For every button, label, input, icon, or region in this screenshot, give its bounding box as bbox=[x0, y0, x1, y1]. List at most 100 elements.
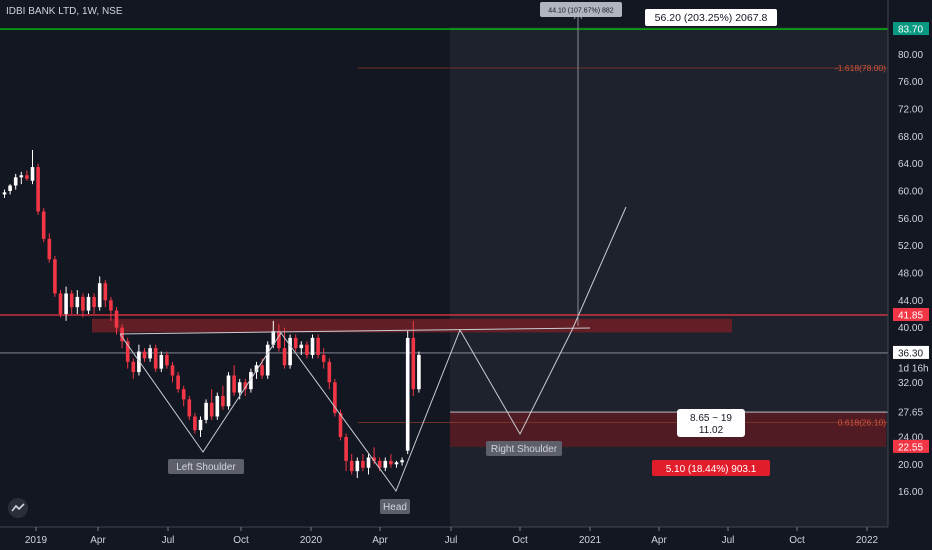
candle-body bbox=[344, 436, 348, 461]
candle bbox=[97, 276, 102, 311]
candle bbox=[47, 233, 52, 263]
candle-body bbox=[8, 185, 12, 191]
candle-body bbox=[293, 337, 298, 349]
candle-body bbox=[142, 351, 147, 359]
price-axis-bg bbox=[888, 0, 932, 550]
fib-level-label: -1.618(78.00) bbox=[835, 63, 886, 73]
measure-tooltip: 44.10 (107.67%) 882 bbox=[540, 2, 622, 17]
neckline bbox=[119, 327, 591, 335]
candle bbox=[8, 184, 12, 195]
candle bbox=[53, 255, 57, 297]
candle bbox=[13, 173, 18, 190]
candle bbox=[36, 163, 40, 215]
candle-body bbox=[333, 382, 337, 414]
candle-body bbox=[305, 344, 309, 355]
time-axis-bg bbox=[0, 527, 932, 550]
price-label: 27.65 bbox=[893, 405, 929, 419]
x-tick-label: Oct bbox=[789, 535, 805, 546]
tradingview-logo-icon bbox=[8, 498, 28, 518]
price-label-text: 27.65 bbox=[898, 408, 923, 419]
candle-body bbox=[64, 293, 68, 314]
candle bbox=[193, 413, 197, 434]
candle-body bbox=[349, 460, 354, 472]
candle bbox=[282, 327, 287, 369]
candle-body bbox=[209, 402, 214, 417]
candle bbox=[400, 457, 404, 466]
candle-body bbox=[355, 460, 360, 472]
candle bbox=[153, 344, 158, 373]
candle bbox=[333, 378, 337, 417]
candle-body bbox=[181, 389, 186, 400]
candle-body bbox=[92, 296, 96, 308]
candle bbox=[271, 320, 276, 349]
x-tick-label: Oct bbox=[233, 535, 249, 546]
candle-body bbox=[377, 460, 382, 468]
candle-body bbox=[165, 354, 169, 366]
price-label-text: 36.30 bbox=[898, 348, 923, 359]
candle bbox=[86, 293, 91, 314]
candle bbox=[344, 433, 348, 472]
candle-body bbox=[277, 331, 281, 349]
candle-body bbox=[193, 416, 197, 431]
target-box-text: 56.20 (203.25%) 2067.8 bbox=[655, 12, 768, 24]
candle-body bbox=[36, 167, 40, 212]
candle-body bbox=[69, 293, 74, 308]
price-label: 83.70 bbox=[893, 22, 929, 36]
price-label: 41.85 bbox=[893, 308, 929, 322]
y-tick-label: 68.00 bbox=[898, 132, 923, 143]
candle-body bbox=[30, 167, 35, 181]
y-tick-label: 32.00 bbox=[898, 378, 923, 389]
candle bbox=[355, 457, 360, 478]
candle bbox=[81, 293, 85, 318]
candle-body bbox=[2, 192, 7, 195]
y-tick-label: 20.00 bbox=[898, 460, 923, 471]
candle bbox=[109, 296, 113, 321]
candle-body bbox=[47, 238, 52, 260]
x-tick-label: Jul bbox=[722, 535, 735, 546]
pattern-label-bg bbox=[486, 441, 562, 456]
candle bbox=[349, 454, 354, 475]
candle-body bbox=[148, 348, 152, 359]
x-tick-label: Oct bbox=[512, 535, 528, 546]
candle-body bbox=[271, 331, 276, 345]
candle-body bbox=[411, 337, 416, 390]
y-tick-label: 80.00 bbox=[898, 50, 923, 61]
price-label-text: 83.70 bbox=[898, 25, 923, 36]
price-label-bg bbox=[893, 345, 929, 359]
candle-body bbox=[131, 361, 136, 373]
price-label-bg bbox=[893, 22, 929, 36]
y-tick-label: 44.00 bbox=[898, 296, 923, 307]
y-tick-label: 24.00 bbox=[898, 432, 923, 443]
candle bbox=[64, 286, 68, 321]
pattern-label-bg bbox=[380, 499, 410, 514]
candle bbox=[181, 385, 186, 407]
price-label-text: 41.85 bbox=[898, 311, 923, 322]
price-label-bg bbox=[893, 439, 929, 453]
candle-body bbox=[327, 361, 332, 383]
candle bbox=[221, 385, 225, 410]
x-tick-label: Apr bbox=[372, 535, 388, 546]
pattern-label-2: Head bbox=[380, 499, 410, 514]
candle bbox=[417, 351, 421, 393]
y-tick-label: 76.00 bbox=[898, 77, 923, 88]
ratio-line-2: 11.02 bbox=[699, 425, 724, 436]
candle bbox=[411, 320, 416, 396]
candle bbox=[159, 351, 164, 373]
candle bbox=[366, 454, 371, 475]
candle bbox=[19, 171, 24, 185]
x-tick-label: 2019 bbox=[25, 535, 48, 546]
price-label-bg bbox=[893, 405, 929, 419]
candle bbox=[394, 460, 399, 468]
fib-level-label: 0.618(26.10) bbox=[838, 418, 886, 428]
candle bbox=[310, 334, 315, 359]
candle-body bbox=[159, 354, 164, 369]
candle-body bbox=[405, 337, 410, 451]
candle-body bbox=[310, 337, 315, 355]
candle-body bbox=[265, 344, 270, 376]
pattern-label-bg bbox=[168, 459, 244, 474]
candle-body bbox=[338, 413, 343, 437]
candle bbox=[277, 324, 281, 352]
candle bbox=[131, 358, 136, 379]
measure-tooltip-bg bbox=[540, 2, 622, 17]
